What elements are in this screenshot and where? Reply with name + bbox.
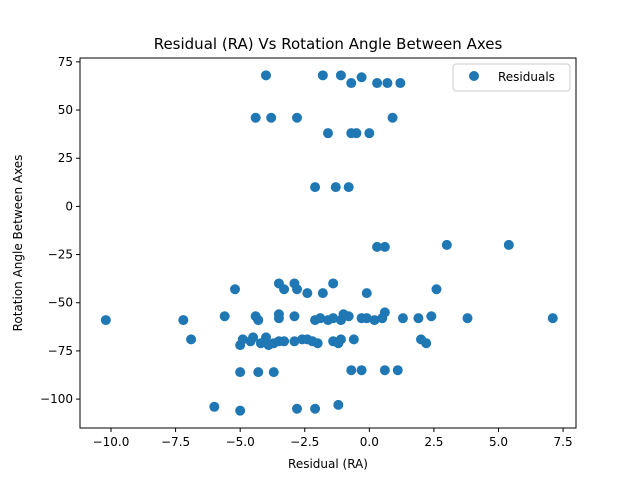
data-point: [343, 311, 354, 322]
data-point: [547, 313, 558, 324]
data-point: [268, 367, 279, 378]
y-axis-label: Rotation Angle Between Axes: [11, 155, 25, 332]
data-point: [323, 128, 333, 139]
y-tick-label: 75: [58, 55, 73, 69]
scatter-points: [100, 70, 558, 416]
y-tick-label: −100: [40, 392, 73, 406]
legend: Residuals: [452, 63, 571, 92]
data-point: [328, 278, 339, 289]
data-point: [335, 70, 346, 81]
data-point: [356, 365, 367, 376]
x-tick-label: 5.0: [489, 435, 508, 449]
data-point: [356, 72, 367, 83]
data-point: [346, 78, 357, 89]
data-point: [266, 112, 277, 123]
x-tick-label: −5.0: [226, 435, 255, 449]
data-point: [441, 239, 452, 250]
data-point: [421, 338, 432, 349]
data-point: [248, 332, 259, 343]
data-point: [372, 241, 383, 252]
data-point: [333, 399, 344, 410]
data-point: [237, 334, 248, 345]
data-point: [219, 311, 230, 322]
data-point: [462, 313, 473, 324]
legend-label: Residuals: [498, 70, 555, 84]
data-point: [369, 315, 380, 326]
x-tick-label: −10.0: [93, 435, 130, 449]
data-point: [279, 284, 290, 295]
data-point: [330, 182, 341, 193]
data-point: [392, 365, 403, 376]
y-tick-label: 50: [58, 103, 73, 117]
data-point: [361, 288, 372, 299]
data-point: [379, 307, 390, 318]
x-tick-label: 2.5: [424, 435, 443, 449]
y-axis: −100 −75 −50 −25 0 25 50 75: [40, 55, 80, 406]
x-tick-label: −2.5: [290, 435, 319, 449]
data-point: [348, 334, 359, 345]
data-point: [397, 313, 408, 324]
data-point: [289, 336, 300, 347]
data-point: [426, 311, 437, 322]
data-point: [261, 332, 271, 343]
data-point: [379, 241, 390, 252]
data-point: [279, 336, 290, 347]
data-point: [346, 365, 357, 376]
data-point: [261, 70, 271, 81]
data-point: [503, 239, 514, 250]
data-point: [253, 315, 264, 326]
data-point: [387, 112, 398, 123]
data-point: [310, 182, 321, 193]
data-point: [379, 365, 390, 376]
x-tick-label: 0.0: [360, 435, 379, 449]
data-point: [250, 112, 261, 123]
data-point: [302, 288, 313, 299]
data-point: [289, 311, 300, 322]
data-point: [312, 338, 323, 349]
data-point: [317, 70, 328, 81]
data-point: [310, 403, 321, 414]
data-point: [235, 405, 246, 416]
x-axis-label: Residual (RA): [288, 457, 368, 471]
chart-title: Residual (RA) Vs Rotation Angle Between …: [154, 35, 503, 53]
data-point: [209, 401, 220, 412]
data-point: [431, 284, 442, 295]
data-point: [372, 78, 383, 89]
data-point: [382, 78, 393, 89]
data-point: [315, 313, 326, 324]
data-point: [413, 313, 424, 324]
x-tick-label: −7.5: [161, 435, 190, 449]
data-point: [253, 367, 264, 378]
data-point: [292, 284, 302, 295]
data-point: [351, 128, 362, 139]
data-point: [364, 128, 375, 139]
data-point: [292, 403, 302, 414]
data-point: [335, 334, 346, 345]
plot-area-frame: [79, 57, 577, 429]
data-point: [343, 182, 354, 193]
data-point: [273, 313, 284, 324]
x-tick-label: 7.5: [554, 435, 573, 449]
data-point: [328, 313, 339, 324]
legend-marker: [469, 71, 479, 81]
data-point: [235, 367, 246, 378]
data-point: [100, 315, 111, 326]
y-tick-label: −25: [48, 248, 73, 262]
data-point: [361, 313, 372, 324]
data-point: [395, 78, 406, 89]
data-point: [178, 315, 189, 326]
y-tick-label: −75: [48, 344, 73, 358]
y-tick-label: −50: [48, 296, 73, 310]
legend-box: [452, 63, 571, 92]
x-axis: −10.0 −7.5 −5.0 −2.5 0.0 2.5 5.0 7.5: [93, 428, 573, 449]
data-point: [186, 334, 197, 345]
data-point: [317, 288, 328, 299]
y-tick-label: 25: [58, 151, 73, 165]
data-point: [292, 112, 302, 123]
data-point: [230, 284, 240, 295]
y-tick-label: 0: [65, 199, 73, 213]
